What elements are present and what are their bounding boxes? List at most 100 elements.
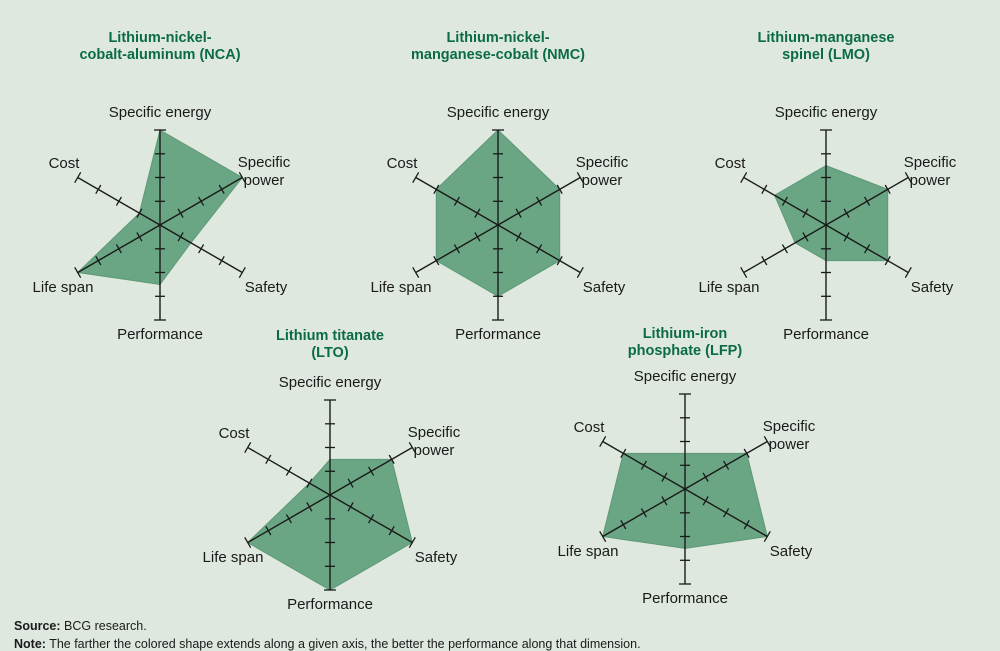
radar-tick — [781, 196, 788, 206]
radar-axis-label: Safety — [415, 549, 458, 566]
source-note: Source: BCG research. — [14, 619, 147, 633]
radar-tick — [74, 171, 82, 184]
radar-axis-label: Life span — [33, 279, 94, 296]
radar-axis-label: Cost — [387, 155, 419, 172]
radar-tick — [388, 454, 395, 465]
radar-axis-label: Specific power — [763, 418, 816, 453]
radar-tick — [740, 171, 748, 184]
radar-tick — [453, 196, 460, 206]
radar-tick — [306, 502, 313, 512]
radar-tick — [702, 472, 709, 482]
radar-tick — [763, 530, 771, 543]
radar-axis-label: Safety — [245, 279, 288, 296]
radar-tick — [515, 232, 522, 242]
radar-tick — [843, 208, 850, 218]
radar-tick — [136, 232, 143, 242]
radar-axis-label: Performance — [642, 590, 728, 607]
radar-tick — [474, 232, 481, 242]
radar-axis-label: Performance — [287, 596, 373, 613]
note-label: Note: — [14, 637, 46, 651]
radar-tick — [368, 514, 375, 524]
radar-tick — [198, 244, 205, 254]
radar-tick — [843, 232, 850, 242]
radar-tick — [802, 232, 809, 242]
radar-tick — [661, 472, 668, 482]
radar-axis-label: Specific energy — [447, 104, 550, 121]
radar-axis-label: Performance — [783, 326, 869, 343]
radar-tick — [599, 530, 607, 543]
axis-label-line: power — [414, 442, 455, 459]
radar-tick — [884, 255, 891, 266]
radar-svg: Specific energy Specific power Safety Perfor… — [558, 368, 816, 607]
radar-tick — [761, 255, 768, 266]
axis-label-line: Specific — [238, 154, 291, 171]
axis-label-line: Specific — [408, 424, 461, 441]
radar-tick — [74, 266, 82, 279]
radar-tick — [761, 184, 768, 195]
radar-tick — [265, 454, 272, 465]
radar-tick — [115, 244, 122, 254]
radar-tick — [198, 196, 205, 206]
radar-chart-lmo: Lithium-manganese spinel (LMO) Specific … — [666, 30, 986, 343]
radar-axis-label: Specific power — [904, 154, 957, 189]
radar-tick — [453, 244, 460, 254]
radar-tick — [433, 184, 440, 195]
radar-chart-lfp: Lithium-iron phosphate (LFP) Specific en… — [525, 326, 845, 626]
source-text: BCG research. — [60, 619, 147, 633]
radar-tick — [743, 448, 750, 459]
source-label: Source: — [14, 619, 61, 633]
radar-chart-lto: Lithium titanate (LTO) Specific energy Sp… — [170, 328, 490, 628]
radar-axis-label: Life span — [558, 543, 619, 560]
radar-tick — [285, 466, 292, 476]
radar-tick — [408, 441, 416, 454]
radar-chart-nmc: Lithium-nickel- manganese-cobalt (NMC) S… — [338, 30, 658, 343]
axis-label-line: Specific — [763, 418, 816, 435]
axis-label-line: power — [582, 172, 623, 189]
radar-tick — [576, 171, 584, 184]
radar-tick — [640, 508, 647, 518]
radar-tick — [306, 478, 313, 488]
radar-tick — [347, 478, 354, 488]
radar-tick — [408, 536, 416, 549]
radar-tick — [244, 536, 252, 549]
axis-label-line: power — [769, 436, 810, 453]
radar-axis-label: Specific energy — [775, 104, 878, 121]
radar-tick — [244, 441, 252, 454]
radar-tick — [177, 208, 184, 218]
radar-tick — [515, 208, 522, 218]
radar-axis-label: Specific energy — [109, 104, 212, 121]
radar-tick — [620, 519, 627, 530]
chart-title: Lithium titanate (LTO) — [276, 328, 384, 361]
radar-svg: Specific energy Specific power Safety Perfor… — [203, 374, 461, 613]
radar-axis-label: Safety — [911, 279, 954, 296]
radar-tick — [781, 244, 788, 254]
radar-tick — [763, 435, 771, 448]
radar-tick — [723, 508, 730, 518]
chart-title: Lithium-nickel- manganese-cobalt (NMC) — [410, 30, 586, 63]
radar-axis-label: Life span — [699, 279, 760, 296]
radar-axis-label: Life span — [203, 549, 264, 566]
radar-tick — [864, 244, 871, 254]
radar-tick — [702, 496, 709, 506]
radar-tick — [368, 466, 375, 476]
radar-axis-label: Cost — [49, 155, 81, 172]
radar-tick — [904, 266, 912, 279]
radar-tick — [864, 196, 871, 206]
chart-title: Lithium-nickel- cobalt-aluminum (NCA) — [79, 30, 241, 63]
chart-title: Lithium-iron phosphate (LFP) — [627, 326, 743, 359]
footnote: Note: The farther the colored shape exte… — [14, 637, 641, 651]
radar-tick — [238, 266, 246, 279]
radar-area — [773, 165, 889, 262]
radar-tick — [802, 208, 809, 218]
radar-chart-nca: Lithium-nickel- cobalt-aluminum (NCA) Sp… — [0, 30, 320, 343]
radar-tick — [347, 502, 354, 512]
radar-tick — [238, 171, 246, 184]
axis-label-line: Specific — [904, 154, 957, 171]
radar-axis-label: Specific power — [576, 154, 629, 189]
radar-tick — [285, 514, 292, 524]
axis-label-line: Specific — [576, 154, 629, 171]
radar-tick — [218, 255, 225, 266]
radar-tick — [433, 255, 440, 266]
radar-axis-label: Cost — [219, 425, 251, 442]
radar-tick — [136, 208, 143, 218]
